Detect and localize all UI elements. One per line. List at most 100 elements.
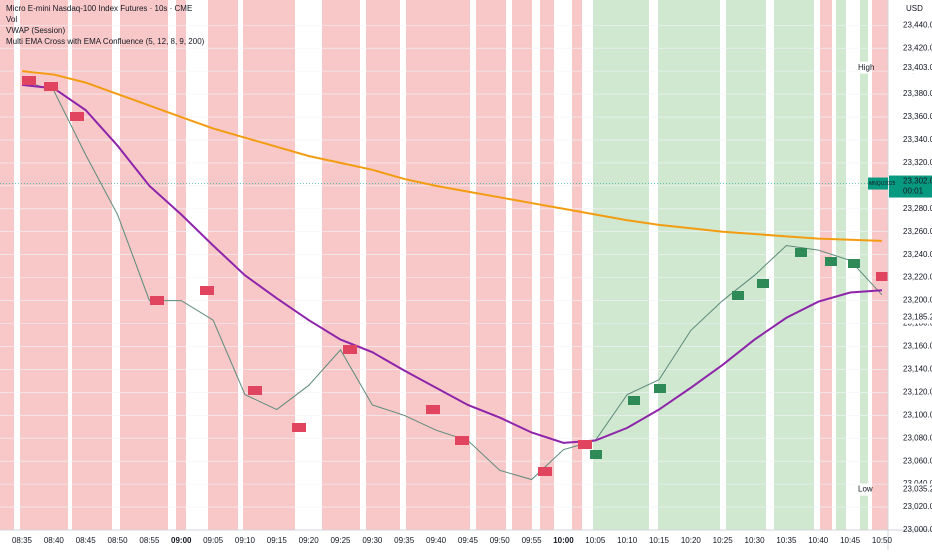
y-tick-label: 23,380.00 xyxy=(903,89,932,98)
x-tick-label: 09:10 xyxy=(235,536,256,545)
chart-title: Micro E-mini Nasdaq-100 Index Futures · … xyxy=(6,4,192,13)
sell-signal xyxy=(426,405,440,414)
indicator-label: Vol xyxy=(6,15,17,24)
sell-band xyxy=(366,0,400,530)
high-label: 23,403.00 xyxy=(903,63,932,72)
sell-band xyxy=(476,0,506,530)
x-tick-label: 10:20 xyxy=(681,536,702,545)
signal-bands xyxy=(0,0,888,530)
sell-signal xyxy=(248,386,262,395)
y-tick-label: 23,260.00 xyxy=(903,227,932,236)
buy-signal xyxy=(757,279,769,288)
indicator-label: VWAP (Session) xyxy=(6,26,65,35)
y-tick-label: 23,360.00 xyxy=(903,112,932,121)
sell-band xyxy=(243,0,295,530)
y-tick-label: 23,100.00 xyxy=(903,410,932,419)
x-tick-label: 08:45 xyxy=(76,536,97,545)
high-name: High xyxy=(858,63,874,72)
series-line xyxy=(21,83,883,444)
x-tick-label: 10:00 xyxy=(553,536,574,545)
currency-label: USD xyxy=(906,4,923,13)
x-tick-label: 10:05 xyxy=(585,536,606,545)
current-label: 23,185.25 xyxy=(903,313,932,322)
buy-signal xyxy=(848,259,860,268)
signal-markers xyxy=(22,76,890,476)
sell-band xyxy=(176,0,186,530)
last-label: 23,302.00 xyxy=(903,177,932,186)
y-tick-label: 23,280.00 xyxy=(903,204,932,213)
y-tick-label: 23,440.00 xyxy=(903,20,932,29)
sell-band xyxy=(120,0,168,530)
series-line xyxy=(21,70,882,242)
buy-band xyxy=(593,0,649,530)
low-name: Low xyxy=(858,485,873,494)
y-tick-label: 23,340.00 xyxy=(903,135,932,144)
x-tick-label: 10:45 xyxy=(840,536,861,545)
low-label: 23,035.25 xyxy=(903,485,932,494)
sell-band xyxy=(406,0,470,530)
x-tick-label: 10:40 xyxy=(808,536,829,545)
low-tag xyxy=(889,483,932,496)
buy-signal xyxy=(654,384,666,393)
sell-signal xyxy=(44,82,58,91)
buy-signal xyxy=(590,450,602,459)
time-axis-bg xyxy=(0,530,932,550)
buy-band xyxy=(726,0,766,530)
sell-band xyxy=(322,0,360,530)
buy-signal xyxy=(795,248,807,257)
y-tick-label: 23,320.00 xyxy=(903,158,932,167)
x-tick-label: 08:50 xyxy=(108,536,129,545)
x-tick-label: 09:00 xyxy=(171,536,192,545)
y-tick-label: 23,080.00 xyxy=(903,433,932,442)
sell-signal xyxy=(200,286,214,295)
buy-band xyxy=(836,0,846,530)
series-line xyxy=(21,79,883,481)
indicator-label: Multi EMA Cross with EMA Confluence (5, … xyxy=(6,37,205,46)
sell-signal xyxy=(150,296,164,305)
buy-signal xyxy=(732,291,744,300)
x-tick-label: 09:50 xyxy=(490,536,511,545)
buy-signal xyxy=(628,396,640,405)
sell-band xyxy=(540,0,554,530)
x-tick-label: 09:30 xyxy=(362,536,383,545)
current-tag xyxy=(889,311,932,324)
x-tick-label: 10:35 xyxy=(776,536,797,545)
y-tick-label: 23,160.00 xyxy=(903,342,932,351)
sell-band xyxy=(512,0,532,530)
countdown: 00:01 xyxy=(903,187,924,196)
x-tick-label: 09:55 xyxy=(522,536,543,545)
buy-band xyxy=(774,0,814,530)
sell-signal xyxy=(343,345,357,354)
last-tag xyxy=(889,175,932,198)
sell-signal xyxy=(578,440,592,449)
y-tick-label: 23,220.00 xyxy=(903,273,932,282)
sell-signal xyxy=(876,272,890,281)
x-tick-label: 08:35 xyxy=(12,536,33,545)
axes: 23,000.0023,020.0023,040.0023,060.0023,0… xyxy=(12,20,932,545)
x-tick-label: 09:05 xyxy=(203,536,224,545)
symbol-label: MNQU2025 xyxy=(869,181,896,187)
x-tick-label: 10:15 xyxy=(649,536,670,545)
sell-signal xyxy=(538,467,552,476)
x-tick-label: 10:30 xyxy=(745,536,766,545)
x-tick-label: 09:20 xyxy=(299,536,320,545)
buy-band xyxy=(860,0,868,530)
buy-signal xyxy=(825,257,837,266)
x-tick-label: 09:35 xyxy=(394,536,415,545)
sell-band xyxy=(572,0,582,530)
x-tick-label: 10:10 xyxy=(617,536,638,545)
y-tick-label: 23,060.00 xyxy=(903,456,932,465)
x-tick-label: 09:25 xyxy=(330,536,351,545)
sell-band xyxy=(872,0,888,530)
x-tick-label: 10:50 xyxy=(872,536,893,545)
low-name-bg xyxy=(856,483,870,496)
sell-signal xyxy=(292,423,306,432)
sell-band xyxy=(0,0,14,530)
x-tick-label: 10:25 xyxy=(713,536,734,545)
y-tick-label: 23,420.00 xyxy=(903,43,932,52)
sell-signal xyxy=(70,112,84,121)
sell-signal xyxy=(22,76,36,85)
buy-band xyxy=(658,0,720,530)
y-tick-label: 23,140.00 xyxy=(903,365,932,374)
high-tag xyxy=(889,61,932,74)
